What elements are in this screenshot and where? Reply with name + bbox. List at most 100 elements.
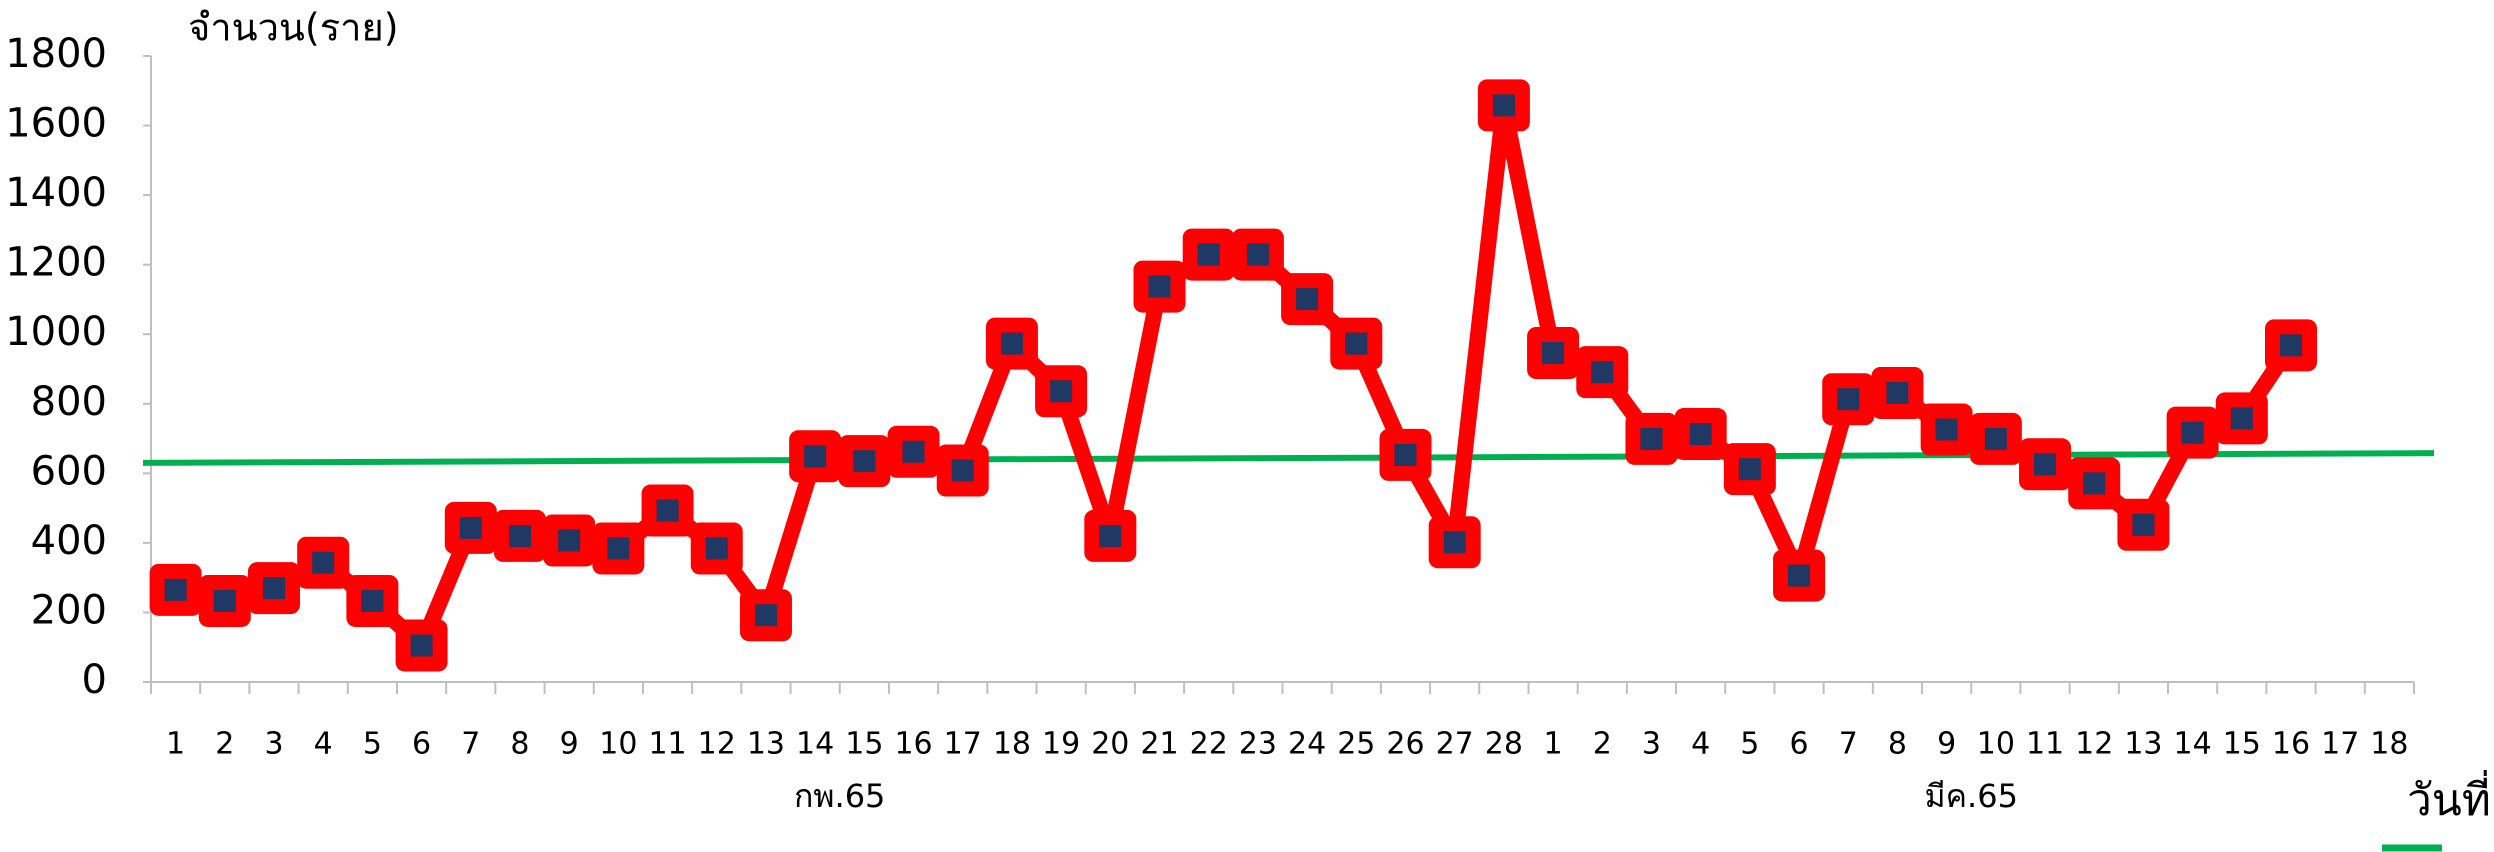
x-tick-label: 16: [2272, 727, 2310, 762]
marker-inner: [2230, 407, 2253, 430]
marker-inner: [804, 445, 827, 468]
marker-inner: [312, 551, 335, 574]
marker-inner: [1591, 361, 1614, 384]
x-tick-label: 8: [510, 727, 529, 762]
marker-inner: [1443, 531, 1466, 554]
y-tick-label: 600: [31, 448, 107, 494]
x-tick-label: 11: [648, 727, 686, 762]
y-tick-label: 1600: [5, 101, 107, 147]
x-tick-label: 20: [1091, 727, 1129, 762]
y-tick-label: 1400: [5, 170, 107, 216]
x-tick-label: 19: [1042, 727, 1080, 762]
y-tick-label: 800: [31, 379, 107, 425]
marker-inner: [1296, 288, 1319, 311]
marker-inner: [1640, 427, 1663, 450]
x-tick-label: 12: [2075, 727, 2113, 762]
x-tick-label: 9: [560, 727, 579, 762]
marker-inner: [1050, 380, 1073, 403]
x-tick-label: 10: [599, 727, 637, 762]
marker-inner: [1099, 524, 1122, 547]
x-tick-label: 3: [264, 727, 283, 762]
marker-inner: [705, 537, 728, 560]
x-tick-label: 14: [796, 727, 834, 762]
marker-inner: [1984, 427, 2007, 450]
marker-inner: [1492, 94, 1515, 117]
x-tick-label: 9: [1937, 727, 1956, 762]
x-tick-label: 24: [1288, 727, 1326, 762]
x-tick-label: 25: [1337, 727, 1375, 762]
x-tick-label: 4: [1691, 727, 1710, 762]
x-tick-label: 16: [894, 727, 932, 762]
marker-inner: [607, 537, 630, 560]
marker-inner: [2181, 421, 2204, 444]
x-tick-label: 8: [1888, 727, 1907, 762]
y-axis-label: จำนวน(ราย): [188, 6, 399, 50]
marker-inner: [262, 577, 285, 600]
marker-inner: [754, 604, 777, 627]
x-tick-label: 5: [1740, 727, 1759, 762]
x-tick-label: 5: [363, 727, 382, 762]
x-tick-label: 1: [166, 727, 185, 762]
marker-inner: [1788, 564, 1811, 587]
x-tick-label: 11: [2026, 727, 2064, 762]
x-tick-label: 18: [993, 727, 1031, 762]
x-tick-label: 7: [461, 727, 480, 762]
x-tick-label: 15: [845, 727, 883, 762]
marker-inner: [1197, 243, 1220, 266]
marker-inner: [1345, 332, 1368, 355]
x-tick-label: 2: [1593, 727, 1612, 762]
marker-inner: [1738, 458, 1761, 481]
marker-inner: [902, 440, 925, 463]
marker-inner: [1394, 443, 1417, 466]
x-tick-label: 17: [2321, 727, 2359, 762]
x-tick-label: 15: [2223, 727, 2261, 762]
marker-inner: [2083, 472, 2106, 495]
x-tick-label: 18: [2370, 727, 2408, 762]
x-tick-label: 28: [1485, 727, 1523, 762]
y-tick-label: 1800: [5, 31, 107, 77]
marker-inner: [1886, 381, 1909, 404]
x-tick-label: 27: [1436, 727, 1474, 762]
marker-inner: [459, 516, 482, 539]
series-line: [173, 97, 2298, 654]
y-tick-label: 0: [82, 657, 107, 703]
y-tick-label: 400: [31, 518, 107, 564]
marker-inner: [1542, 342, 1565, 365]
y-tick-label: 200: [31, 587, 107, 633]
marker-inner: [1935, 418, 1958, 441]
marker-inner: [213, 589, 236, 612]
x-tick-label: 17: [944, 727, 982, 762]
marker-inner: [164, 578, 187, 601]
x-tick-label: 14: [2174, 727, 2212, 762]
x-tick-label: 7: [1839, 727, 1858, 762]
marker-inner: [2034, 453, 2057, 476]
marker-inner: [1000, 332, 1023, 355]
y-tick-label: 1200: [5, 240, 107, 286]
marker-inner: [410, 634, 433, 657]
x-tick-label: 21: [1140, 727, 1178, 762]
marker-inner: [1689, 423, 1712, 446]
x-tick-label: 3: [1642, 727, 1661, 762]
x-tick-label: 6: [412, 727, 431, 762]
marker-inner: [508, 524, 531, 547]
marker-inner: [656, 499, 679, 522]
marker-inner: [1837, 388, 1860, 411]
x-tick-label: 13: [747, 727, 785, 762]
marker-inner: [2280, 334, 2303, 357]
marker-inner: [361, 589, 384, 612]
x-tick-label: 6: [1790, 727, 1809, 762]
x-tick-label: 13: [2124, 727, 2162, 762]
group-label: มีค.65: [1925, 777, 2018, 815]
x-tick-label: 2: [215, 727, 234, 762]
x-tick-label: 22: [1190, 727, 1228, 762]
marker-inner: [2132, 513, 2155, 536]
y-tick-label: 1000: [5, 309, 107, 355]
x-tick-label: 23: [1239, 727, 1277, 762]
x-tick-label: 4: [314, 727, 333, 762]
marker-inner: [1246, 243, 1269, 266]
marker-inner: [853, 450, 876, 473]
x-axis-label: วันที่: [2407, 769, 2491, 826]
group-label: กพ.65: [794, 777, 885, 815]
x-tick-label: 1: [1544, 727, 1563, 762]
